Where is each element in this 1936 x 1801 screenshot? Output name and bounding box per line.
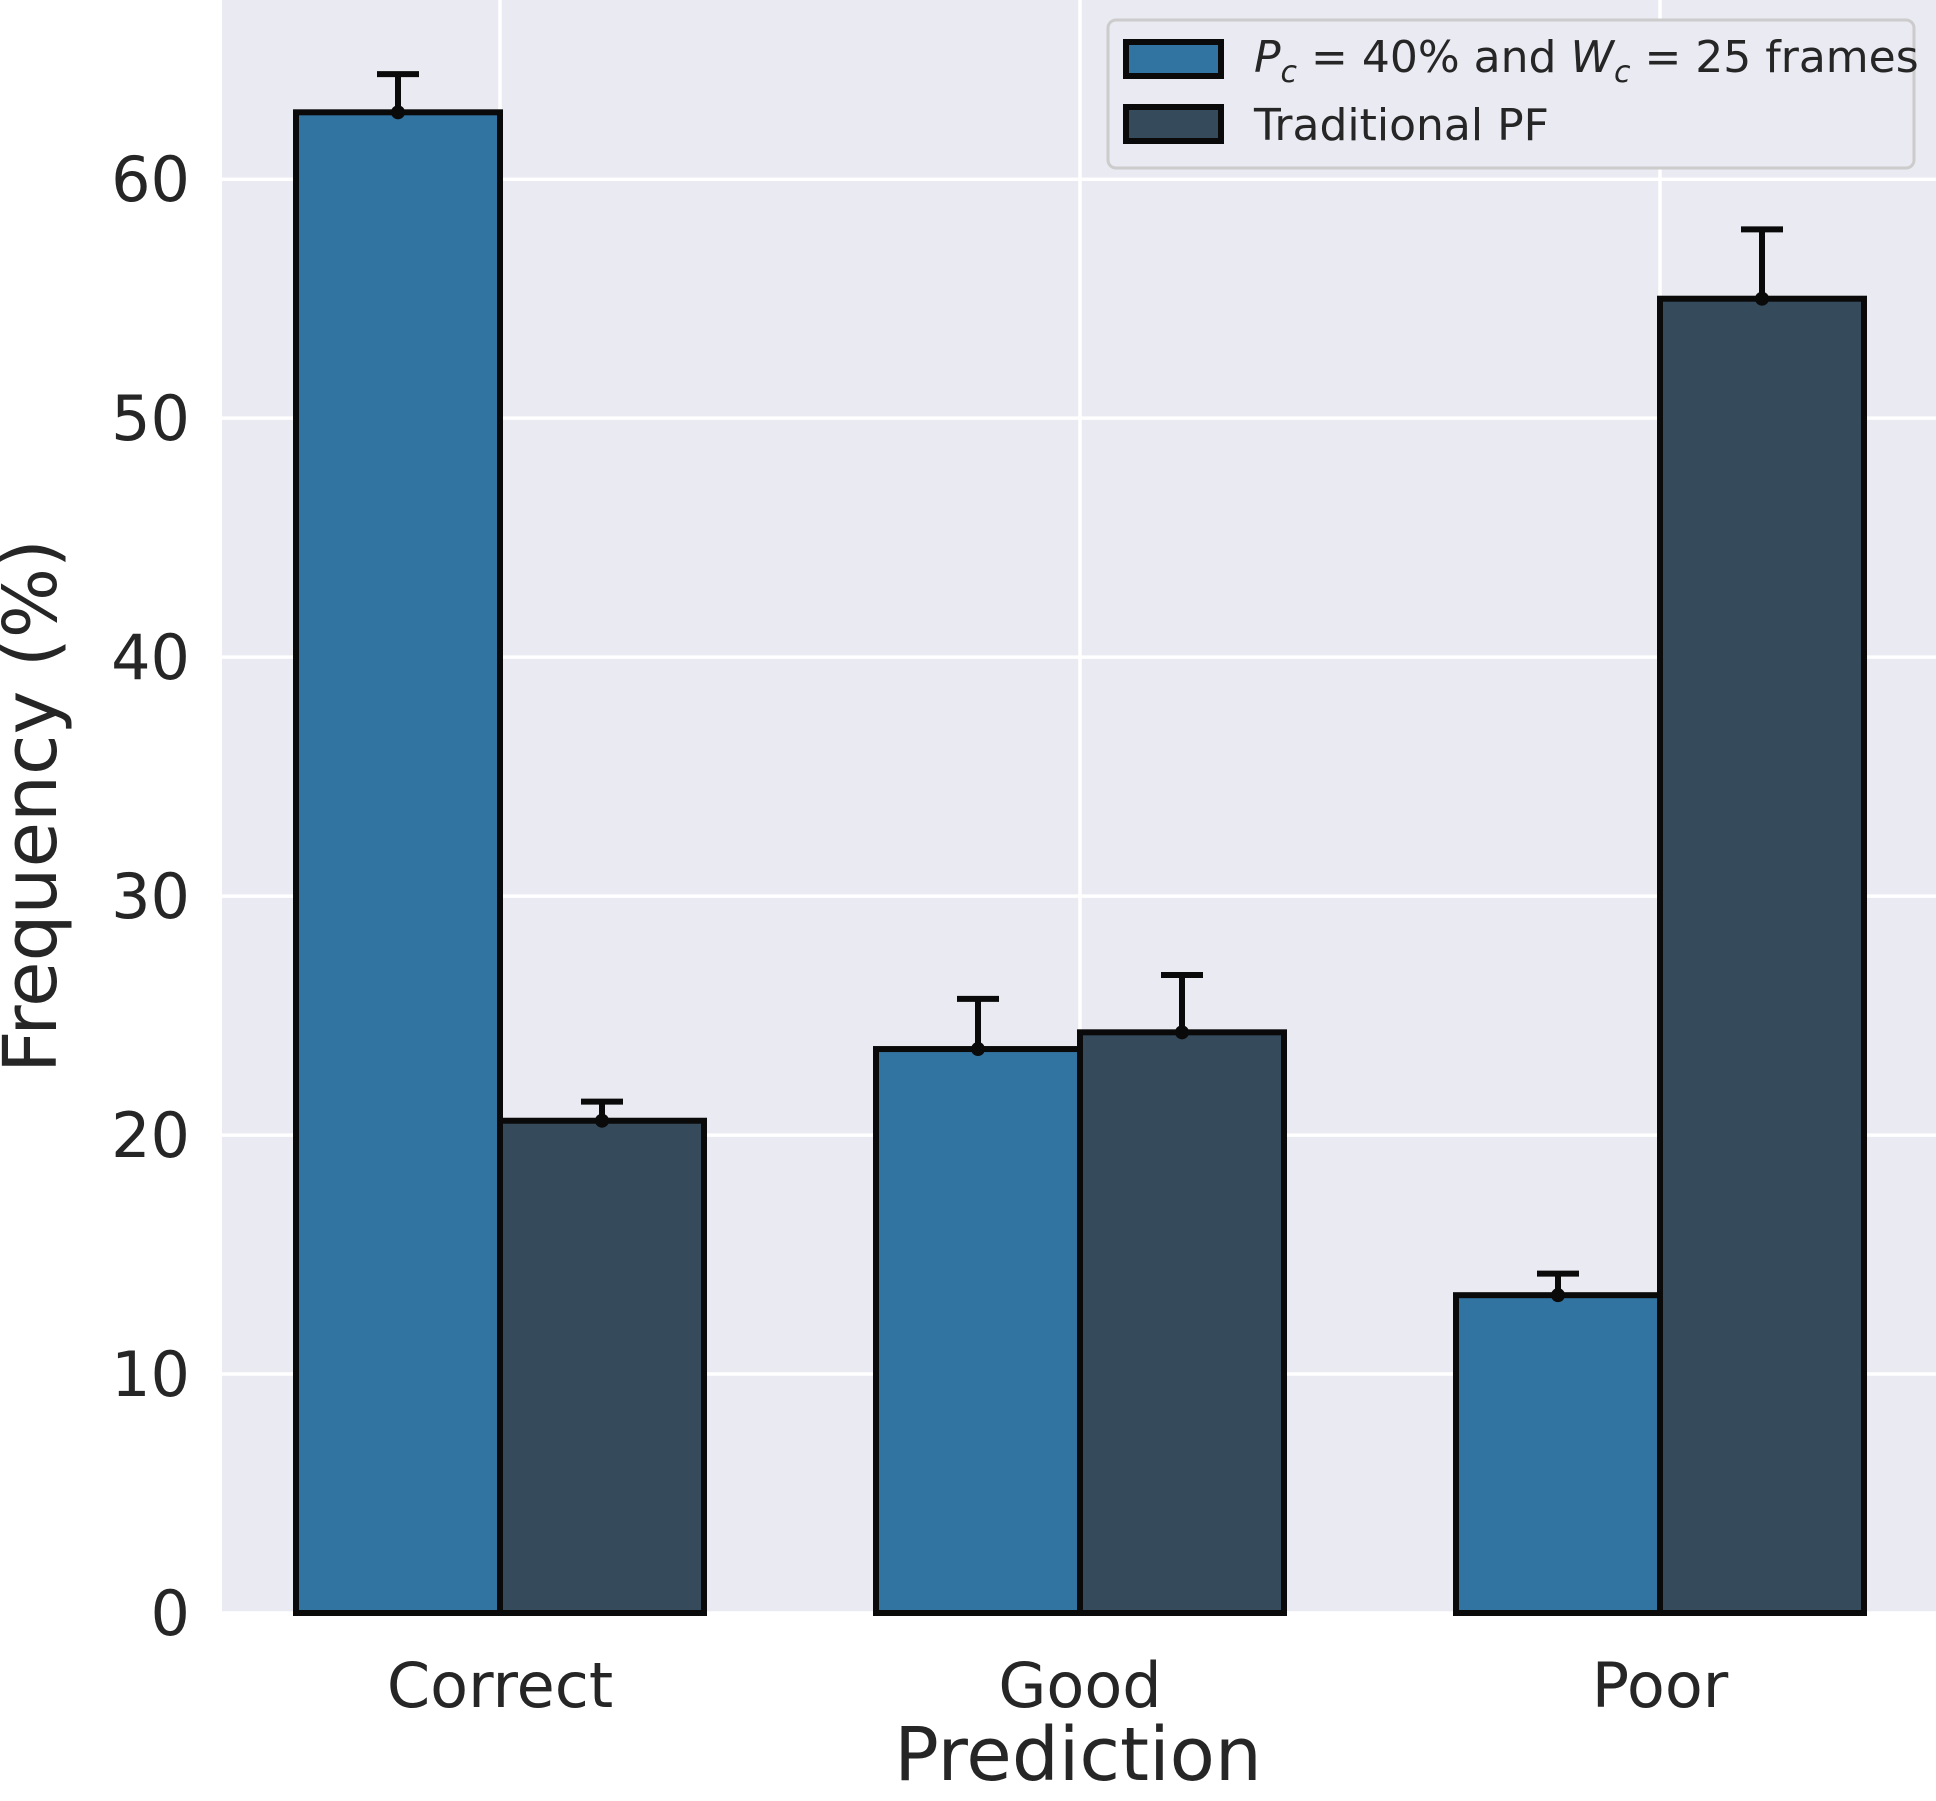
legend-w-rest: = 25 frames — [1630, 32, 1918, 83]
y-tick-label-20: 20 — [111, 1099, 190, 1172]
error-point-series0-2 — [1551, 1288, 1565, 1303]
y-tick-label-30: 30 — [111, 860, 190, 933]
legend-w-subscript: c — [1614, 55, 1631, 90]
bars — [293, 109, 1867, 1617]
y-tick-label-60: 60 — [111, 143, 190, 216]
x-tick-label-good: Good — [998, 1649, 1161, 1722]
legend-w-symbol: W — [1570, 32, 1615, 83]
y-tick-label-40: 40 — [111, 621, 190, 694]
error-point-series1-0 — [595, 1113, 609, 1128]
error-point-series0-0 — [391, 105, 405, 120]
legend-p-rest: = 40% and — [1297, 32, 1570, 83]
legend-label-traditional-pf: Traditional PF — [1253, 100, 1549, 151]
legend-p-subscript: c — [1281, 55, 1298, 90]
y-tick-label-0: 0 — [151, 1577, 190, 1650]
bar-series1-good — [1077, 1029, 1287, 1616]
legend-box — [1106, 18, 1916, 170]
y-tick-label-50: 50 — [111, 382, 190, 455]
legend: Pc = 40% and Wc = 25 frames Traditional … — [1106, 18, 1919, 170]
bar-series0-poor — [1453, 1292, 1663, 1616]
x-tick-label-correct: Correct — [387, 1649, 613, 1722]
y-axis-title: Frequency (%) — [0, 539, 74, 1073]
legend-swatch-pc-wc — [1123, 39, 1224, 79]
bar-series1-poor — [1657, 295, 1867, 1616]
x-axis-title: Prediction — [894, 1712, 1262, 1798]
bar-series0-good — [873, 1046, 1083, 1616]
x-tick-labels: Correct Good Poor — [387, 1649, 1729, 1722]
legend-swatch-traditional-pf — [1123, 104, 1224, 144]
error-point-series1-1 — [1175, 1025, 1189, 1040]
y-tick-labels: 0 10 20 30 40 50 60 — [111, 143, 190, 1650]
error-point-series0-1 — [971, 1042, 985, 1057]
bar-series1-correct — [497, 1117, 707, 1617]
error-point-series1-2 — [1755, 291, 1769, 306]
x-tick-label-poor: Poor — [1592, 1649, 1729, 1722]
y-tick-label-10: 10 — [111, 1338, 190, 1411]
error-bars — [377, 71, 1783, 1303]
bar-series0-correct — [293, 109, 503, 1616]
legend-label-pc-wc: Pc = 40% and Wc = 25 frames — [1254, 32, 1919, 90]
legend-p-symbol: P — [1254, 32, 1281, 83]
